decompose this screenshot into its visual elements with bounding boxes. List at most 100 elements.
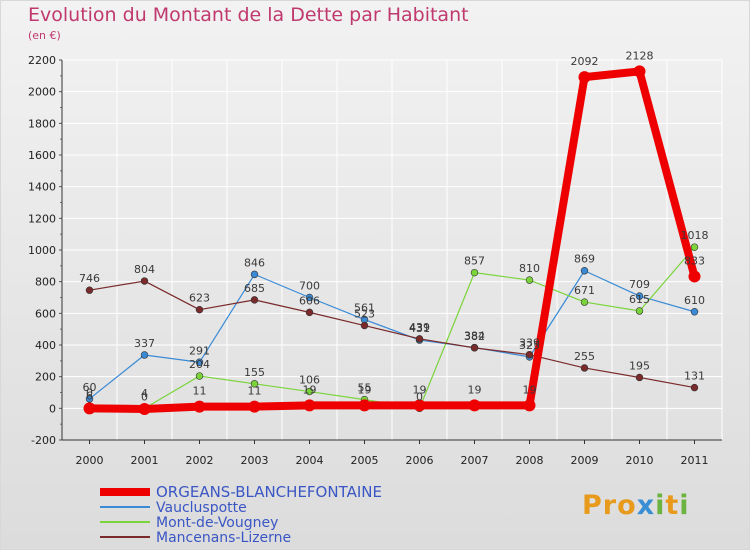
y-tick-label: 1000 — [28, 244, 56, 257]
data-label: 2128 — [626, 49, 654, 62]
data-label: 857 — [464, 255, 485, 268]
data-label: 2092 — [571, 55, 599, 68]
data-point — [303, 399, 316, 412]
data-label: 106 — [299, 374, 320, 387]
y-tick-label: 600 — [35, 307, 56, 320]
data-label: 204 — [189, 358, 210, 371]
series-line-1 — [88, 270, 696, 400]
data-point — [635, 292, 644, 300]
legend-label: Vaucluspotte — [156, 500, 247, 516]
legend-label: Mancenans-Lizerne — [156, 530, 291, 546]
data-point — [470, 268, 479, 277]
data-label: 11 — [248, 385, 262, 398]
data-point — [580, 267, 589, 275]
data-point — [140, 277, 149, 285]
data-label: 325 — [519, 339, 540, 352]
data-label: 0 — [86, 386, 93, 399]
x-tick-label: 2005 — [351, 454, 379, 467]
data-point — [523, 399, 536, 412]
data-point — [413, 399, 426, 412]
data-label: 382 — [464, 330, 485, 343]
data-point — [690, 243, 699, 251]
y-tick-label: 1800 — [28, 117, 56, 130]
data-point — [578, 71, 591, 84]
y-tick-label: 2000 — [28, 86, 56, 99]
data-label: 195 — [629, 359, 650, 372]
data-point — [633, 65, 646, 78]
data-label: 685 — [244, 282, 265, 295]
data-label: 615 — [629, 293, 650, 306]
x-tick-label: 2011 — [681, 454, 709, 467]
data-point — [360, 321, 369, 330]
data-label: 337 — [134, 337, 155, 350]
data-point — [470, 344, 479, 352]
data-label: 869 — [574, 253, 595, 266]
proxiti-logo: Proxiti — [582, 490, 690, 521]
data-label: 19 — [358, 383, 372, 396]
data-label: 131 — [684, 370, 705, 383]
x-tick-label: 2010 — [626, 454, 654, 467]
data-label: 11 — [193, 385, 207, 398]
legend-label: ORGEANS-BLANCHEFONTAINE — [156, 483, 382, 501]
data-point — [195, 372, 204, 380]
logo-letter: i — [655, 490, 666, 521]
data-label: 833 — [684, 254, 705, 267]
x-tick-label: 2008 — [516, 454, 544, 467]
data-point — [635, 373, 644, 382]
data-point — [85, 395, 94, 403]
unit-label: (en €) — [28, 29, 61, 42]
data-point — [580, 364, 589, 372]
data-label: 291 — [189, 344, 210, 357]
data-label: 384 — [464, 330, 485, 343]
series-lines — [83, 65, 701, 415]
series-line-3 — [88, 280, 696, 389]
data-label: 6 — [86, 389, 93, 402]
logo-letter: o — [617, 490, 637, 521]
y-tick-label: 1600 — [28, 149, 56, 162]
data-label: 60 — [83, 381, 97, 394]
logo-letter: t — [665, 490, 680, 521]
data-point — [193, 400, 206, 413]
data-point — [85, 286, 94, 294]
data-label: 804 — [134, 263, 155, 276]
data-point — [580, 298, 589, 306]
data-point — [138, 402, 151, 415]
x-tick-label: 2006 — [406, 454, 434, 467]
axes: -200020040060080010001200140016001800200… — [28, 54, 722, 467]
data-label: 709 — [629, 278, 650, 291]
data-point — [525, 350, 534, 359]
data-point — [635, 307, 644, 315]
data-point — [250, 296, 259, 304]
data-label: 606 — [299, 294, 320, 307]
data-point — [248, 400, 261, 413]
data-label: 671 — [574, 284, 595, 297]
legend-label: Mont-de-Vougney — [156, 515, 278, 531]
data-label: 19 — [523, 383, 537, 396]
x-tick-label: 2009 — [571, 454, 599, 467]
logo-letter: P — [582, 490, 603, 521]
data-point — [690, 383, 699, 392]
legend: ORGEANS-BLANCHEFONTAINEVaucluspotteMont-… — [100, 483, 382, 546]
x-tick-label: 2003 — [241, 454, 269, 467]
data-label: 523 — [354, 308, 375, 321]
data-point — [305, 308, 314, 317]
data-point — [688, 270, 701, 283]
data-label: 700 — [299, 280, 320, 293]
data-point — [305, 387, 314, 396]
data-point — [83, 402, 96, 415]
y-tick-label: -200 — [31, 434, 56, 447]
x-tick-label: 2002 — [186, 454, 214, 467]
data-point — [195, 305, 204, 314]
data-label: 623 — [189, 292, 210, 305]
data-label: 610 — [684, 294, 705, 307]
data-label: 55 — [358, 382, 372, 395]
gridlines — [61, 59, 723, 441]
x-tick-label: 2004 — [296, 454, 324, 467]
logo-letter: r — [602, 490, 618, 521]
y-tick-label: 1200 — [28, 212, 56, 225]
data-point — [468, 399, 481, 412]
x-tick-label: 2007 — [461, 454, 489, 467]
data-point — [525, 276, 534, 284]
